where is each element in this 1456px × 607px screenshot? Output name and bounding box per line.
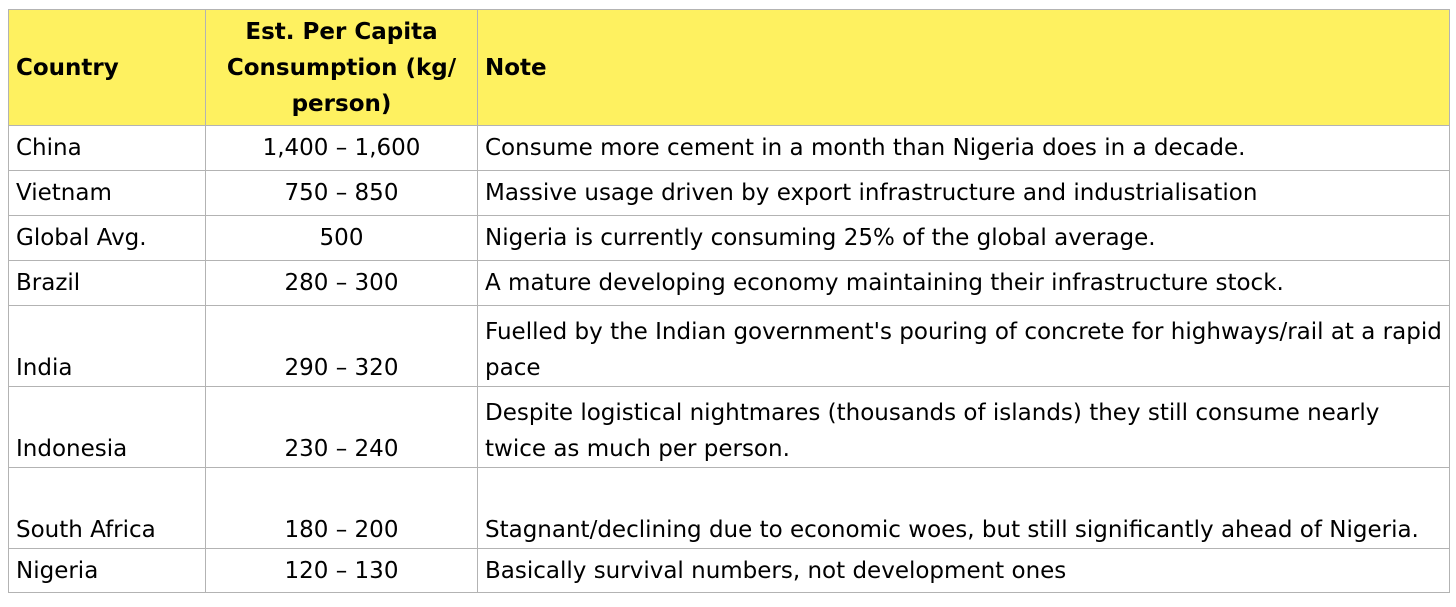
country-cell: Indonesia [8,386,206,468]
table-row: Brazil 280 – 300 A mature developing eco… [8,260,1450,306]
table-body: China 1,400 – 1,600 Consume more cement … [8,125,1450,593]
note-cell: Fuelled by the Indian government's pouri… [477,305,1450,387]
consumption-cell: 120 – 130 [205,548,478,593]
table-row: India 290 – 320 Fuelled by the Indian go… [8,305,1450,387]
country-cell: South Africa [8,467,206,549]
consumption-cell: 500 [205,215,478,261]
consumption-cell: 290 – 320 [205,305,478,387]
table-row: China 1,400 – 1,600 Consume more cement … [8,125,1450,171]
cement-consumption-table: Country Est. Per Capita Consumption (kg/… [8,9,1450,593]
note-cell: A mature developing economy maintaining … [477,260,1450,306]
note-cell: Consume more cement in a month than Nige… [477,125,1450,171]
consumption-cell: 1,400 – 1,600 [205,125,478,171]
note-cell: Despite logistical nightmares (thousands… [477,386,1450,468]
country-cell: Global Avg. [8,215,206,261]
country-cell: Vietnam [8,170,206,216]
table-row: Vietnam 750 – 850 Massive usage driven b… [8,170,1450,216]
table-header: Country Est. Per Capita Consumption (kg/… [8,9,1450,126]
note-cell: Stagnant/declining due to economic woes,… [477,467,1450,549]
header-note: Note [477,9,1450,126]
consumption-cell: 180 – 200 [205,467,478,549]
country-cell: Brazil [8,260,206,306]
country-cell: India [8,305,206,387]
header-country: Country [8,9,206,126]
table-row: Global Avg. 500 Nigeria is currently con… [8,215,1450,261]
consumption-cell: 750 – 850 [205,170,478,216]
consumption-cell: 280 – 300 [205,260,478,306]
country-cell: China [8,125,206,171]
consumption-cell: 230 – 240 [205,386,478,468]
table-row: South Africa 180 – 200 Stagnant/declinin… [8,467,1450,549]
table-row: Nigeria 120 – 130 Basically survival num… [8,548,1450,593]
note-cell: Massive usage driven by export infrastru… [477,170,1450,216]
table-row: Indonesia 230 – 240 Despite logistical n… [8,386,1450,468]
header-consumption: Est. Per Capita Consumption (kg/ person) [205,9,478,126]
note-cell: Basically survival numbers, not developm… [477,548,1450,593]
country-cell: Nigeria [8,548,206,593]
header-row: Country Est. Per Capita Consumption (kg/… [8,9,1450,126]
note-cell: Nigeria is currently consuming 25% of th… [477,215,1450,261]
